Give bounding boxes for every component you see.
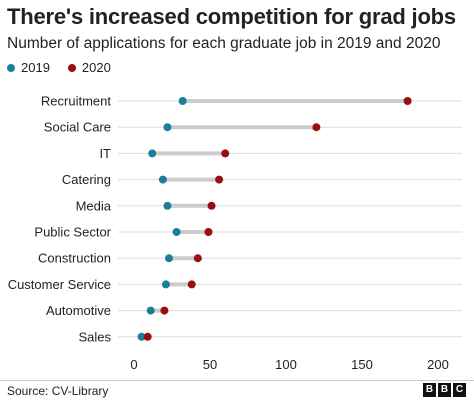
point-2020-construction <box>193 254 202 263</box>
legend-dot-2019 <box>7 63 15 72</box>
point-2019-recruitment <box>178 97 187 105</box>
point-2020-customer-service <box>187 280 196 289</box>
point-2019-sales <box>137 332 146 341</box>
bbc-logo: B B C <box>421 383 466 397</box>
point-2019-catering <box>158 175 167 184</box>
category-label-sales: Sales <box>78 329 111 344</box>
point-2020-catering <box>215 175 224 184</box>
category-label-customer-service: Customer Service <box>8 277 111 292</box>
x-tick-0: 0 <box>130 357 137 372</box>
x-tick-50: 50 <box>203 357 217 372</box>
x-tick-200: 200 <box>427 357 449 372</box>
logo-letter-b2: B <box>438 383 451 397</box>
category-label-catering: Catering <box>62 172 111 187</box>
category-label-automotive: Automotive <box>46 303 111 318</box>
source-note: Source: CV-Library <box>7 384 109 398</box>
point-2020-sales <box>143 332 152 341</box>
point-2019-media <box>163 201 172 210</box>
point-2019-customer-service <box>161 280 170 289</box>
x-tick-100: 100 <box>275 357 297 372</box>
point-2020-social-care <box>312 123 321 132</box>
point-2020-media <box>207 201 216 210</box>
category-label-it: IT <box>99 146 111 161</box>
point-2020-it <box>221 149 230 158</box>
point-2020-automotive <box>160 306 169 315</box>
chart-subtitle: Number of applications for each graduate… <box>7 35 441 52</box>
point-2019-construction <box>164 254 173 263</box>
legend-item-2019: 2019 <box>7 60 50 75</box>
point-2020-public-sector <box>204 228 213 236</box>
point-2019-automotive <box>146 306 155 315</box>
legend-item-2020: 2020 <box>67 60 111 75</box>
point-2019-social-care <box>163 123 172 132</box>
chart-title: There's increased competition for grad j… <box>7 4 456 29</box>
logo-letter-c: C <box>453 383 466 397</box>
legend-dot-2020 <box>67 63 76 72</box>
dumbbell-chart: Recruitment Social Care IT Catering Media Pub… <box>8 94 462 372</box>
legend-label-2019: 2019 <box>21 60 50 75</box>
legend: 2019 2020 <box>7 60 129 75</box>
point-2019-it <box>148 149 157 158</box>
category-label-media: Media <box>76 198 112 213</box>
x-tick-150: 150 <box>351 357 373 372</box>
legend-label-2020: 2020 <box>81 60 111 75</box>
category-label-public-sector: Public Sector <box>34 225 111 240</box>
category-label-recruitment: Recruitment <box>41 94 111 109</box>
point-2019-public-sector <box>172 228 181 236</box>
point-2020-recruitment <box>403 97 412 105</box>
logo-letter-b1: B <box>423 383 436 397</box>
category-label-construction: Construction <box>38 251 111 266</box>
footer-divider <box>0 380 474 381</box>
category-label-social-care: Social Care <box>44 120 111 135</box>
